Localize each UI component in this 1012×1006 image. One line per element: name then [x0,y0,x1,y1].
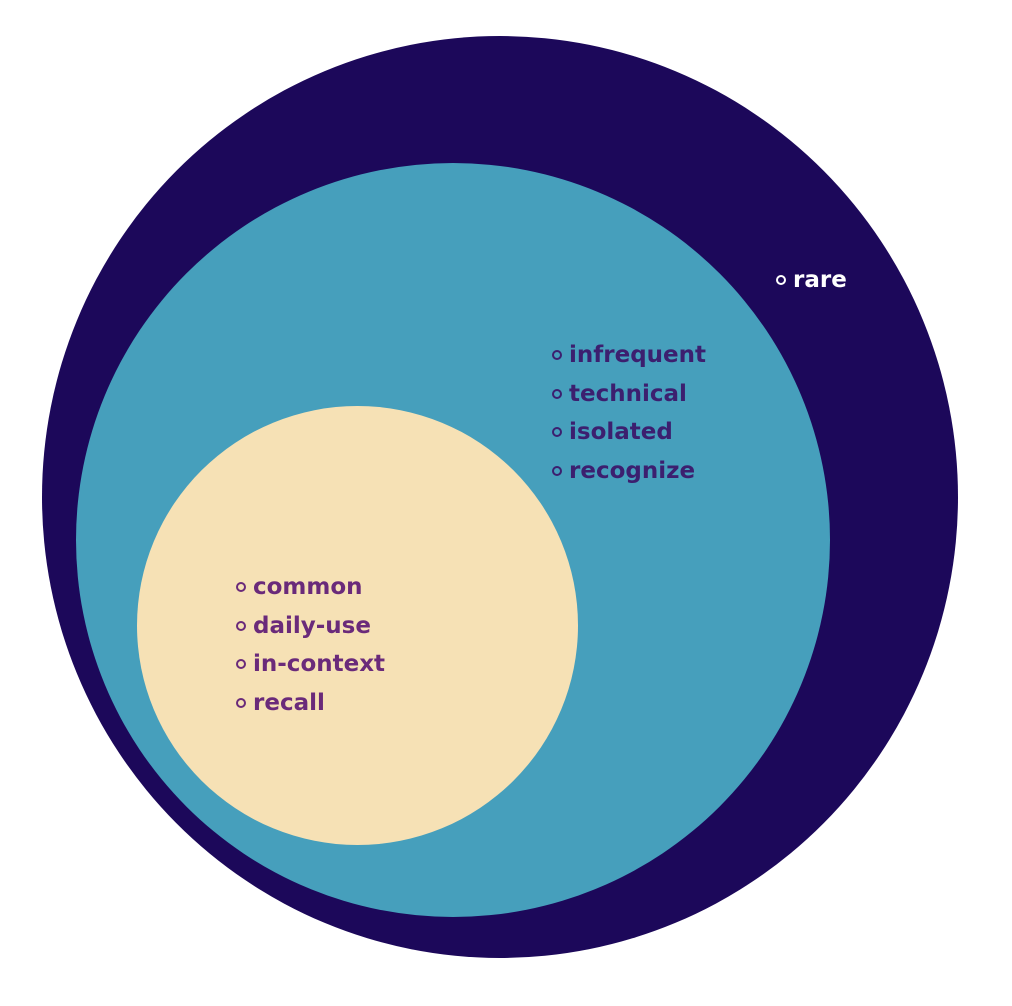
middle-term-item: recognize [552,452,706,491]
middle-term-label: technical [569,380,687,407]
inner-term-label: daily-use [253,612,371,639]
hollow-circle-bullet-icon [552,427,562,438]
middle-term-item: infrequent [552,336,706,375]
hollow-circle-bullet-icon [552,350,562,361]
inner-term-list: common daily-use in-context recall [236,568,385,722]
hollow-circle-bullet-icon [236,697,246,708]
inner-term-label: common [253,574,363,600]
middle-term-label: isolated [569,419,673,445]
hollow-circle-bullet-icon [236,620,246,631]
hollow-circle-bullet-icon [552,388,562,399]
inner-term-item: recall [236,684,385,723]
middle-term-item: isolated [552,413,706,452]
inner-term-item: in-context [236,645,385,684]
middle-term-item: technical [552,375,706,414]
hollow-circle-bullet-icon [236,659,246,670]
hollow-circle-bullet-icon [552,465,562,476]
outer-term-item: rare [776,261,847,300]
hollow-circle-bullet-icon [236,582,246,593]
inner-term-label: recall [253,689,325,716]
middle-term-list: infrequent technical isolated recognize [552,336,706,490]
outer-term-list: rare [776,261,847,300]
outer-term-label: rare [793,267,847,293]
hollow-circle-bullet-icon [776,275,786,286]
middle-term-label: recognize [569,457,696,484]
inner-term-item: common [236,568,385,607]
inner-term-item: daily-use [236,607,385,646]
inner-term-label: in-context [253,651,386,677]
inner-circle [137,406,578,845]
middle-term-label: infrequent [569,342,707,368]
